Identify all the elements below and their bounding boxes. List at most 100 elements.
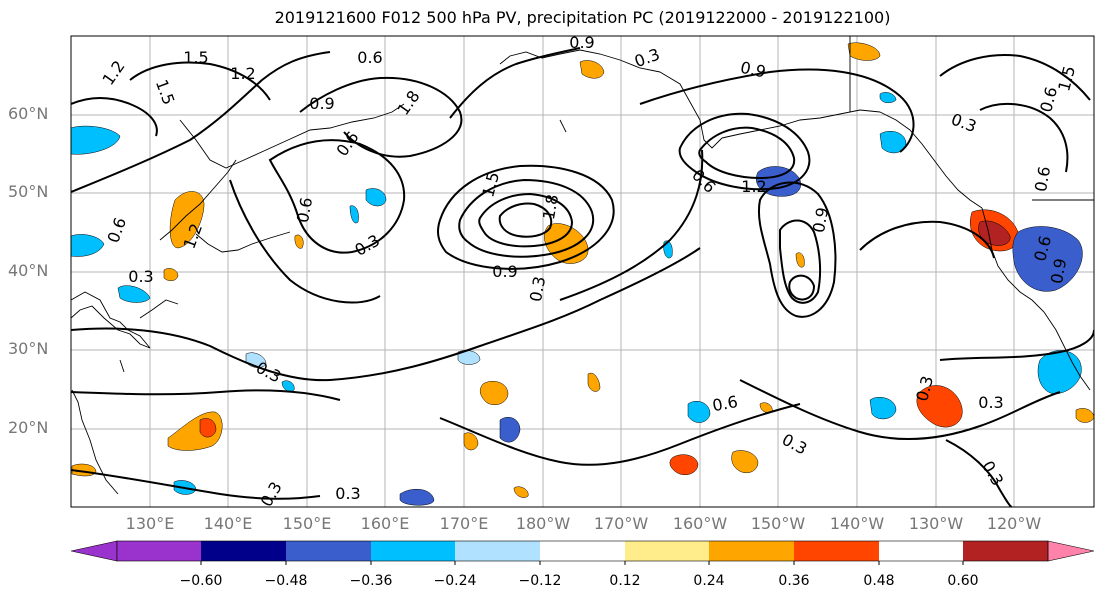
- colorbar-segment: [286, 541, 371, 561]
- lon-label-130w: 130°W: [908, 514, 964, 533]
- precip-positive-area: [199, 418, 217, 438]
- precip-positive-area: [163, 268, 179, 281]
- lat-label-30n: 30°N: [8, 339, 49, 358]
- contour-label: 0.9: [809, 206, 832, 234]
- precip-positive-area: [294, 234, 304, 249]
- contour-label: 1.5: [183, 48, 208, 67]
- colorbar-tick-label: −0.12: [518, 573, 562, 589]
- lat-label-50n: 50°N: [8, 182, 49, 201]
- contour-label: 0.9: [492, 262, 517, 281]
- lat-label-40n: 40°N: [8, 261, 49, 280]
- contour-label: 0.3: [978, 393, 1003, 412]
- lon-label-130e: 130°E: [125, 514, 175, 533]
- colorbar-tick-label: −0.60: [179, 573, 223, 589]
- colorbar: [70, 540, 1095, 565]
- pv-contour: [779, 219, 822, 304]
- colorbar-segment: [201, 541, 286, 561]
- precip-positive-area: [669, 454, 699, 475]
- precip-positive-area: [731, 450, 759, 473]
- colorbar-extend-min: [70, 540, 118, 562]
- colorbar-tick-label: −0.24: [433, 573, 477, 589]
- colorbar-tick-label: 0.48: [863, 573, 895, 589]
- contour-label: 0.6: [293, 196, 316, 224]
- pv-contour: [757, 181, 837, 318]
- colorbar-tick-label: 0.24: [693, 573, 725, 589]
- pv-contour: [71, 97, 158, 137]
- pv-contour: [945, 439, 1013, 507]
- contour-label: 0.6: [711, 392, 739, 415]
- lon-label-140e: 140°E: [203, 514, 253, 533]
- lon-label-160w: 160°W: [672, 514, 728, 533]
- precip-positive-area: [847, 42, 881, 61]
- pv-contour: [268, 139, 406, 254]
- precip-negative-area: [71, 234, 105, 257]
- contour-label: 0.9: [569, 33, 594, 52]
- precip-negative-area: [499, 417, 521, 443]
- contour-label: 0.3: [128, 267, 153, 286]
- lon-label-140w: 140°W: [829, 514, 885, 533]
- pv-contour: [229, 179, 381, 304]
- pv-contour: [678, 112, 811, 191]
- pv-contour: [939, 54, 1091, 101]
- lon-label-170e: 170°E: [439, 514, 489, 533]
- contour-label: 1.2: [230, 64, 255, 83]
- colorbar-tick-label: 0.60: [947, 573, 979, 589]
- pv-contour: [698, 126, 796, 180]
- lon-label-150e: 150°E: [282, 514, 332, 533]
- precip-negative-area: [349, 205, 359, 224]
- pv-contour: [437, 164, 615, 270]
- precip-negative-area: [1012, 226, 1083, 292]
- colorbar-segment: [794, 541, 879, 561]
- map-plot-area: [71, 36, 1094, 507]
- pv-contour: [449, 47, 581, 119]
- pv-contour: [129, 61, 271, 101]
- pv-contours: [71, 47, 1094, 507]
- pv-contour: [739, 379, 1061, 441]
- colorbar-tick-label: −0.36: [349, 573, 393, 589]
- precip-positive-area: [479, 381, 509, 405]
- lat-label-60n: 60°N: [8, 104, 49, 123]
- pv-contour: [71, 247, 701, 382]
- pv-contour: [639, 68, 915, 153]
- precip-negative-area: [687, 401, 711, 423]
- colorbar-outline: [116, 540, 1049, 562]
- colorbar-segment: [963, 541, 1048, 561]
- pv-contour: [979, 102, 1069, 173]
- precip-positive-area: [916, 385, 963, 428]
- precip-negative-area: [117, 285, 151, 303]
- colorbar-tick-label: 0.12: [609, 573, 641, 589]
- precip-negative-area: [1037, 350, 1082, 395]
- pv-contour: [498, 202, 553, 238]
- precip-positive-area: [978, 220, 1011, 246]
- precip-positive-area: [587, 372, 601, 392]
- precip-negative-area: [879, 92, 897, 103]
- precip-positive-area: [579, 60, 605, 79]
- pv-contour: [71, 389, 341, 401]
- map-frame: [70, 35, 1095, 508]
- pv-contour: [859, 220, 995, 259]
- precip-positive-area: [463, 432, 479, 451]
- contour-label: 1.8: [539, 193, 562, 221]
- pv-contour: [71, 51, 331, 193]
- pv-contour: [788, 274, 816, 301]
- precip-negative-area: [399, 488, 435, 506]
- precip-negative-area: [281, 380, 295, 392]
- pv-contour: [478, 192, 574, 248]
- contour-label: 0.6: [1031, 165, 1054, 193]
- pv-contour: [939, 329, 1094, 361]
- precip-positive-area: [513, 486, 529, 498]
- colorbar-tick-label: −0.48: [264, 573, 308, 589]
- lon-label-180w: 180°W: [515, 514, 571, 533]
- precip-negative-area: [869, 397, 897, 420]
- precip-negative-area: [879, 131, 907, 154]
- lon-label-170w: 170°W: [593, 514, 649, 533]
- colorbar-segment: [371, 541, 455, 561]
- colorbar-segment: [455, 541, 540, 561]
- pv-contour: [71, 469, 321, 500]
- contour-label: 0.3: [335, 484, 360, 503]
- colorbar-extend-max: [1047, 540, 1095, 562]
- precip-negative-area: [365, 188, 387, 207]
- precip-negative-area: [71, 125, 121, 155]
- contour-label: 0.3: [526, 275, 549, 303]
